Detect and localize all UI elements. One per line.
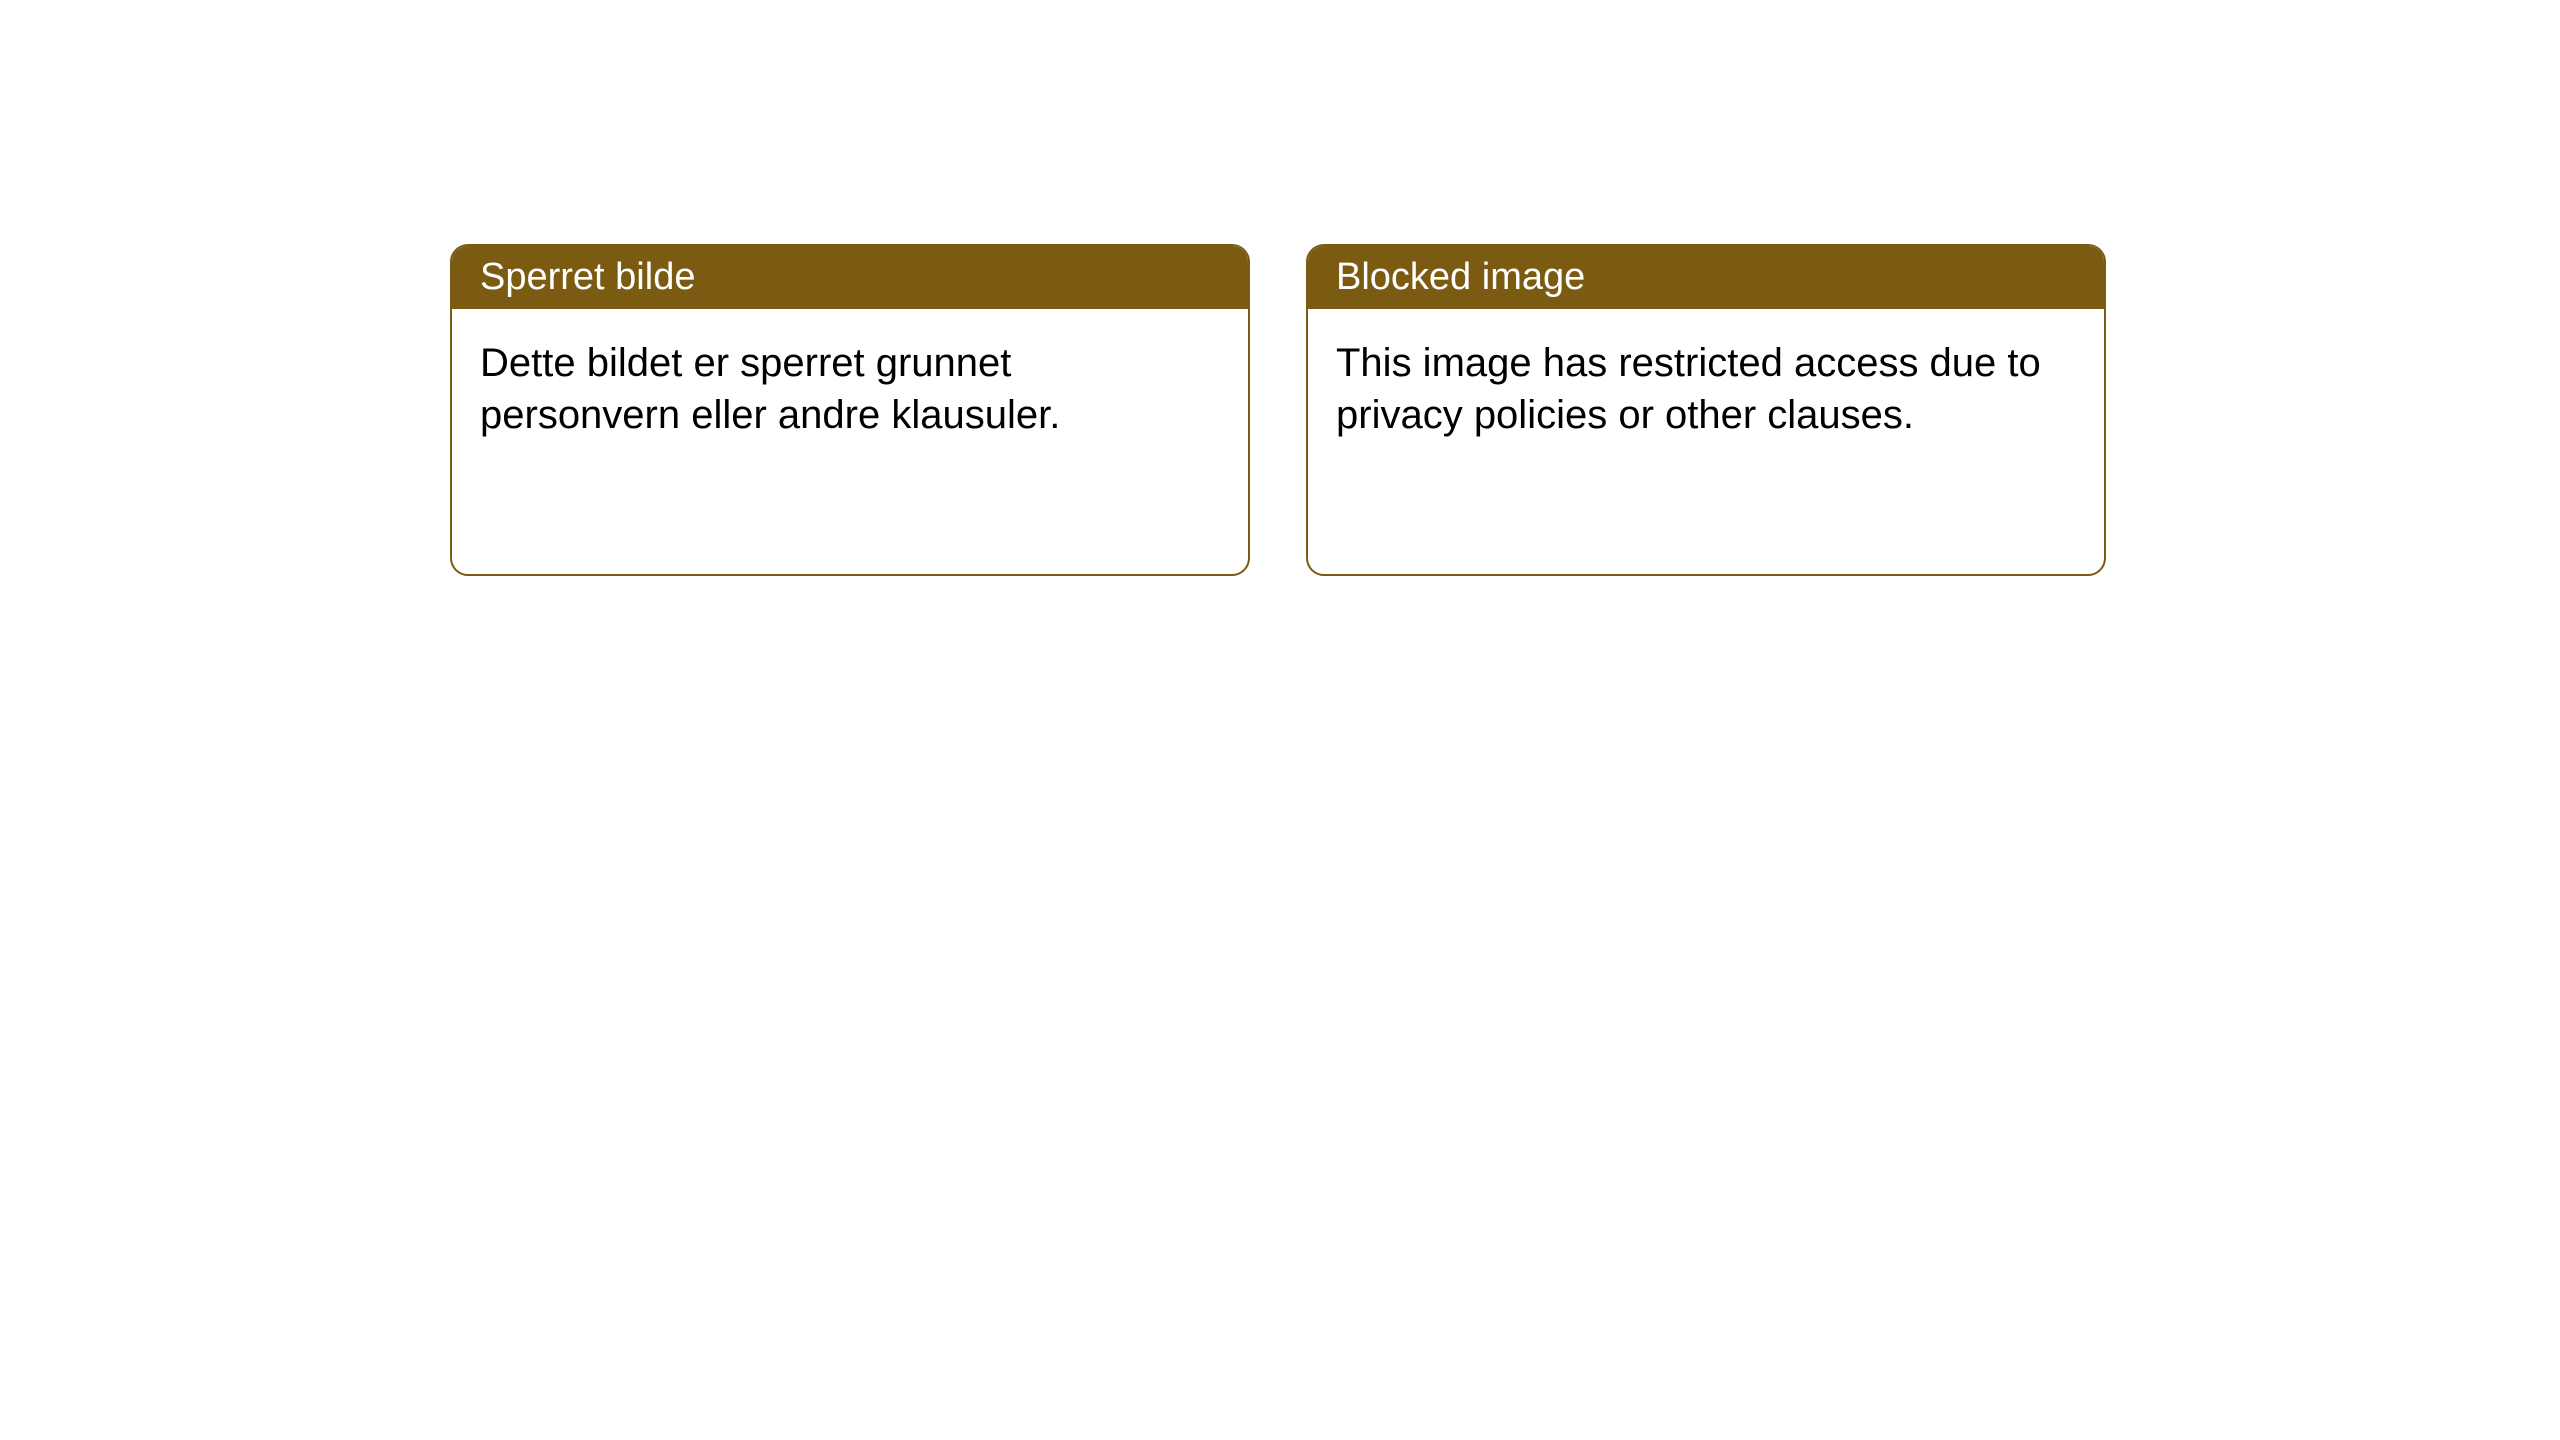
notice-box-english: Blocked image This image has restricted … [1306, 244, 2106, 576]
notice-header: Sperret bilde [452, 246, 1248, 309]
notice-body: This image has restricted access due to … [1308, 309, 2104, 469]
notice-body: Dette bildet er sperret grunnet personve… [452, 309, 1248, 469]
notice-header: Blocked image [1308, 246, 2104, 309]
notice-container: Sperret bilde Dette bildet er sperret gr… [0, 0, 2560, 576]
notice-box-norwegian: Sperret bilde Dette bildet er sperret gr… [450, 244, 1250, 576]
